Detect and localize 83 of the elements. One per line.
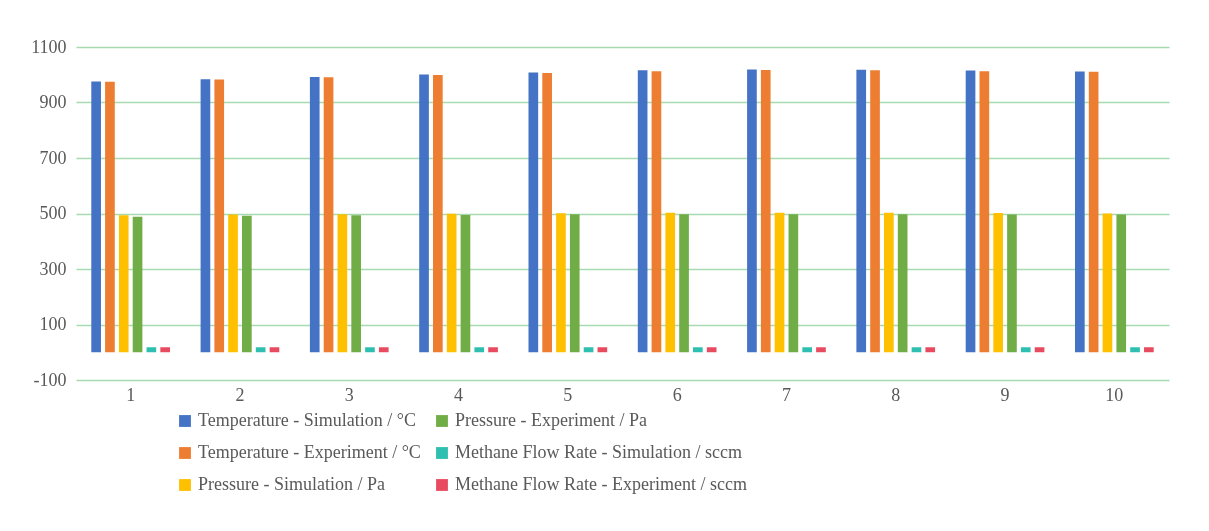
bar	[911, 347, 922, 353]
y-tick-label: 100	[39, 314, 67, 334]
bar	[993, 212, 1003, 353]
y-tick-label: 500	[39, 203, 67, 223]
bar	[856, 69, 867, 353]
bar	[788, 214, 799, 353]
legend-label: Pressure - Experiment / Pa	[455, 410, 647, 430]
bar	[706, 347, 717, 353]
bar	[1075, 71, 1085, 353]
bar	[651, 71, 662, 353]
bar	[378, 347, 389, 353]
bar	[665, 212, 676, 353]
bar	[351, 215, 361, 353]
bar	[925, 347, 936, 353]
bar	[1020, 347, 1031, 353]
bar	[965, 70, 976, 353]
bar	[884, 212, 894, 353]
bar	[474, 347, 485, 353]
legend-label: Temperature - Simulation / °C	[198, 410, 416, 430]
bar	[365, 347, 375, 353]
y-tick-label: -100	[33, 369, 67, 390]
bar	[528, 72, 539, 353]
legend-label: Methane Flow Rate - Experiment / sccm	[455, 474, 747, 494]
bar	[583, 347, 594, 353]
bar	[802, 347, 812, 353]
bar	[774, 212, 785, 353]
bar	[1088, 71, 1099, 353]
bar	[460, 214, 471, 353]
x-tick-label: 6	[672, 384, 682, 405]
x-tick-label: 2	[235, 384, 245, 405]
bar	[816, 347, 826, 353]
x-tick-label: 4	[454, 384, 464, 405]
bar	[91, 81, 101, 353]
x-tick-label: 10	[1105, 384, 1124, 405]
bar	[242, 215, 252, 353]
bar	[637, 70, 648, 353]
bar	[118, 215, 129, 353]
bar	[337, 214, 348, 353]
legend-label: Pressure - Simulation / Pa	[198, 474, 385, 494]
bar	[679, 214, 689, 353]
y-tick-label: 300	[39, 258, 67, 279]
bar	[556, 213, 566, 353]
bar	[214, 79, 225, 353]
bar	[160, 347, 170, 353]
bar	[693, 347, 703, 353]
x-tick-label: 1	[126, 384, 136, 405]
bar	[146, 347, 157, 353]
bar	[747, 69, 757, 353]
bar	[446, 213, 457, 353]
legend-label: Temperature - Experiment / °C	[198, 442, 421, 462]
bar	[542, 73, 552, 353]
bar	[1034, 347, 1045, 353]
x-tick-label: 5	[563, 384, 573, 405]
bar	[979, 71, 990, 353]
x-tick-label: 9	[1000, 384, 1010, 405]
bar	[569, 214, 580, 353]
bar	[1116, 214, 1127, 353]
x-tick-label: 8	[891, 384, 901, 405]
bar	[269, 347, 280, 353]
bar	[419, 74, 429, 353]
bar	[309, 76, 320, 353]
bar	[132, 216, 143, 353]
bar	[433, 75, 443, 353]
bar	[897, 214, 908, 353]
bar	[1144, 347, 1154, 353]
bar	[760, 70, 771, 353]
y-tick-label: 700	[39, 147, 67, 168]
bar	[105, 81, 115, 353]
bar	[200, 79, 211, 353]
bar	[1130, 347, 1140, 353]
bar	[870, 70, 880, 353]
bar	[228, 214, 238, 353]
bar	[488, 347, 498, 353]
legend-label: Methane Flow Rate - Simulation / sccm	[455, 442, 742, 462]
x-tick-label: 3	[344, 384, 354, 405]
bar	[1102, 213, 1113, 353]
y-tick-label: 1100	[31, 36, 67, 57]
y-tick-label: 900	[39, 92, 67, 112]
bar	[323, 77, 334, 353]
bar	[597, 347, 608, 353]
x-tick-label: 7	[781, 384, 791, 405]
bar	[255, 347, 266, 353]
bar	[1007, 214, 1017, 353]
